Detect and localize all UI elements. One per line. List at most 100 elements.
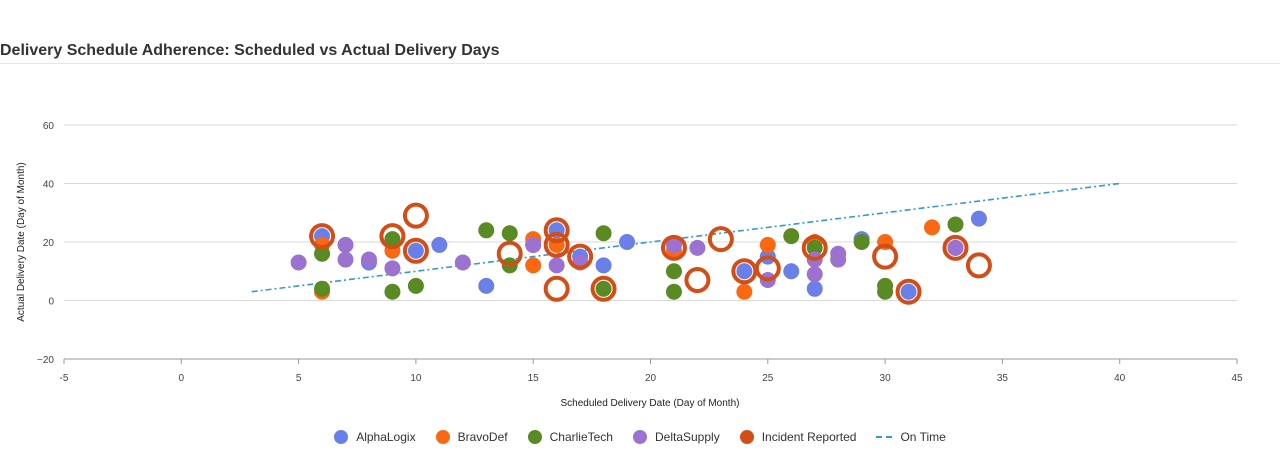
legend-label: Incident Reported bbox=[761, 430, 857, 444]
legend-item[interactable]: BravoDef bbox=[435, 430, 508, 444]
incident-marker bbox=[379, 223, 406, 250]
legend-dot-swatch bbox=[739, 430, 754, 444]
data-point bbox=[290, 254, 307, 271]
data-point bbox=[759, 236, 776, 253]
data-point bbox=[665, 283, 682, 300]
x-tick-label: 45 bbox=[1231, 373, 1243, 384]
incident-marker bbox=[895, 278, 922, 305]
data-point bbox=[337, 236, 354, 253]
x-tick-label: 30 bbox=[880, 373, 892, 384]
data-point bbox=[595, 280, 612, 297]
title-divider bbox=[0, 63, 1280, 64]
data-point bbox=[384, 283, 401, 300]
data-point bbox=[783, 228, 800, 245]
data-point bbox=[525, 236, 542, 253]
data-point bbox=[525, 257, 542, 274]
data-point bbox=[830, 251, 847, 268]
tick-labels: −20 0 20 40 60 -5 0 5 10 15 20 25 30 35 40 45 bbox=[37, 121, 1243, 384]
data-point bbox=[478, 277, 495, 294]
data-point bbox=[806, 280, 823, 297]
legend-dot-swatch bbox=[334, 430, 349, 444]
incident-marker bbox=[707, 226, 734, 253]
incident-marker bbox=[543, 217, 570, 244]
data-point bbox=[924, 219, 941, 236]
data-point bbox=[806, 266, 823, 283]
incident-marker bbox=[684, 267, 711, 294]
incident-marker bbox=[402, 202, 429, 229]
data-point bbox=[337, 251, 354, 268]
x-tick-label: 25 bbox=[762, 373, 774, 384]
x-axis-label: Scheduled Delivery Date (Day of Month) bbox=[561, 398, 740, 409]
legend-label: BravoDef bbox=[457, 430, 508, 444]
data-point bbox=[853, 234, 870, 250]
legend-item[interactable]: AlphaLogix bbox=[334, 430, 416, 444]
incident-marker bbox=[801, 234, 828, 261]
data-point bbox=[548, 257, 565, 274]
data-point bbox=[665, 263, 682, 280]
x-tick-label: 20 bbox=[645, 373, 657, 384]
incident-marker bbox=[754, 255, 781, 282]
legend-dot-swatch bbox=[632, 430, 647, 444]
legend: AlphaLogix BravoDef CharlieTech DeltaSupply… bbox=[0, 430, 1280, 444]
x-tick-label: 15 bbox=[528, 373, 540, 384]
legend-dot-swatch bbox=[527, 430, 542, 444]
data-point bbox=[501, 225, 518, 242]
data-point bbox=[384, 231, 401, 248]
legend-line-swatch bbox=[876, 436, 893, 438]
data-point bbox=[947, 239, 964, 256]
data-point bbox=[384, 260, 401, 277]
data-point bbox=[947, 216, 964, 233]
data-point bbox=[314, 280, 331, 297]
incident-marker bbox=[660, 234, 687, 261]
legend-item[interactable]: Incident Reported bbox=[739, 430, 857, 444]
legend-item[interactable]: On Time bbox=[876, 430, 946, 444]
legend-item[interactable]: CharlieTech bbox=[527, 430, 613, 444]
x-tick-label: 10 bbox=[410, 373, 422, 384]
data-point bbox=[314, 245, 331, 262]
chart-title: Delivery Schedule Adherence: Scheduled v… bbox=[0, 42, 500, 59]
y-tick-label: 0 bbox=[48, 297, 54, 308]
x-tick-label: 35 bbox=[997, 373, 1009, 384]
data-point bbox=[407, 242, 424, 259]
y-tick-label: −20 bbox=[37, 355, 54, 366]
y-tick-label: 60 bbox=[43, 121, 55, 132]
incident-marker bbox=[567, 243, 594, 270]
data-point bbox=[665, 236, 682, 253]
data-point bbox=[783, 263, 800, 280]
incident-marker bbox=[590, 275, 617, 302]
legend-item[interactable]: DeltaSupply bbox=[632, 430, 720, 444]
data-point bbox=[407, 277, 424, 294]
legend-label: CharlieTech bbox=[549, 430, 613, 444]
y-tick-label: 40 bbox=[43, 180, 55, 191]
incident-marker bbox=[309, 223, 336, 250]
data-point bbox=[900, 283, 917, 300]
incident-marker bbox=[872, 243, 899, 270]
legend-label: AlphaLogix bbox=[356, 430, 416, 444]
x-tick-label: 0 bbox=[179, 373, 185, 384]
data-point bbox=[736, 263, 753, 280]
data-point bbox=[877, 283, 894, 300]
legend-label: DeltaSupply bbox=[654, 430, 720, 444]
data-point bbox=[970, 210, 987, 227]
incident-marker bbox=[543, 275, 570, 302]
y-tick-label: 20 bbox=[43, 238, 55, 249]
y-axis-label: Actual Delivery Date (Day of Month) bbox=[16, 162, 27, 322]
x-tick-label: 40 bbox=[1114, 373, 1126, 384]
data-point bbox=[454, 254, 471, 271]
incident-marker bbox=[402, 237, 429, 264]
data-point bbox=[431, 236, 448, 253]
data-point bbox=[806, 239, 823, 256]
legend-label: On Time bbox=[900, 430, 946, 444]
data-point bbox=[595, 225, 612, 242]
legend-dot-swatch bbox=[435, 430, 450, 444]
data-point bbox=[619, 234, 636, 250]
data-point bbox=[360, 251, 377, 268]
data-point bbox=[595, 257, 612, 274]
incident-marker bbox=[496, 240, 523, 267]
data-point bbox=[689, 239, 706, 256]
x-tick-label: -5 bbox=[60, 373, 69, 384]
incident-marker bbox=[965, 252, 992, 279]
data-point bbox=[736, 283, 753, 300]
x-tick-label: 5 bbox=[296, 373, 302, 384]
